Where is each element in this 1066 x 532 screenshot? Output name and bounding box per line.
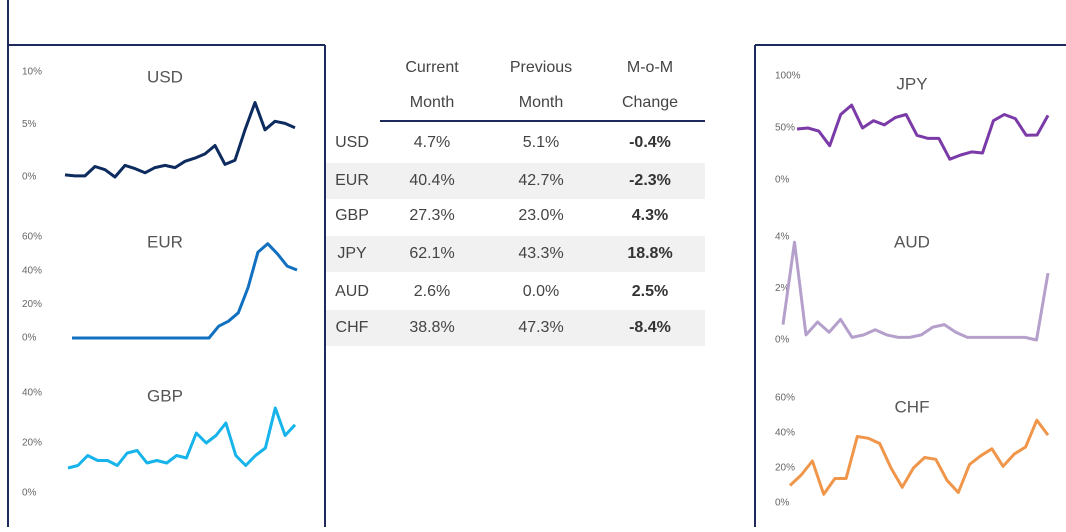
line-series — [788, 418, 1050, 496]
row-label: EUR — [335, 172, 369, 189]
table-cell: 2.5% — [632, 283, 668, 300]
line-series — [781, 240, 1050, 342]
y-tick-label: 0% — [22, 488, 37, 499]
y-tick-label: 0% — [775, 175, 790, 186]
line-series — [64, 101, 296, 179]
column-header: M-o-M — [627, 59, 673, 76]
table-cell: -8.4% — [629, 319, 671, 336]
y-tick-label: 0% — [22, 172, 37, 183]
column-header: Month — [410, 94, 454, 111]
row-label: AUD — [335, 283, 369, 300]
table-cell: 0.0% — [523, 283, 559, 300]
chart-title: JPY — [896, 74, 927, 93]
y-tick-label: 100% — [775, 71, 801, 82]
line-series — [67, 406, 297, 470]
chart-title: CHF — [895, 397, 930, 416]
y-tick-label: 60% — [22, 232, 42, 243]
chart-title: EUR — [147, 232, 183, 251]
row-label: CHF — [336, 319, 369, 336]
column-header: Current — [405, 59, 459, 76]
y-tick-label: 20% — [22, 438, 42, 449]
table-cell: 38.8% — [409, 319, 454, 336]
table-cell: 4.7% — [414, 134, 450, 151]
y-tick-label: 2% — [775, 283, 790, 294]
chart-title: AUD — [894, 232, 930, 251]
y-tick-label: 0% — [22, 333, 37, 344]
table-cell: -0.4% — [629, 134, 671, 151]
row-band — [326, 163, 705, 199]
line-series — [796, 103, 1050, 161]
column-header: Previous — [510, 59, 572, 76]
y-tick-label: 40% — [775, 428, 795, 439]
table-cell: 5.1% — [523, 134, 559, 151]
y-tick-label: 0% — [775, 335, 790, 346]
y-tick-label: 40% — [22, 265, 42, 276]
table-cell: 2.6% — [414, 283, 450, 300]
table-cell: 23.0% — [518, 207, 563, 224]
y-tick-label: 60% — [775, 393, 795, 404]
table-cell: 18.8% — [627, 245, 672, 262]
y-tick-label: 20% — [22, 299, 42, 310]
chart-title: USD — [147, 67, 183, 86]
row-label: GBP — [335, 207, 369, 224]
table-cell: 42.7% — [518, 172, 563, 189]
y-tick-label: 4% — [775, 232, 790, 243]
table-cell: 27.3% — [409, 207, 454, 224]
table-cell: 4.3% — [632, 207, 668, 224]
row-label: JPY — [337, 245, 367, 262]
column-header: Month — [519, 94, 563, 111]
row-band — [326, 236, 705, 272]
table-cell: 62.1% — [409, 245, 454, 262]
column-header: Change — [622, 94, 678, 111]
table-cell: 43.3% — [518, 245, 563, 262]
row-label: USD — [335, 134, 369, 151]
line-series — [72, 242, 298, 340]
y-tick-label: 20% — [775, 463, 795, 474]
table-cell: 40.4% — [409, 172, 454, 189]
row-band — [326, 310, 705, 346]
table-cell: -2.3% — [629, 172, 671, 189]
y-tick-label: 5% — [22, 119, 37, 130]
y-tick-label: 0% — [775, 498, 790, 509]
y-tick-label: 40% — [22, 388, 42, 399]
table-cell: 47.3% — [518, 319, 563, 336]
y-tick-label: 50% — [775, 123, 795, 134]
chart-title: GBP — [147, 386, 183, 405]
y-tick-label: 10% — [22, 67, 42, 78]
